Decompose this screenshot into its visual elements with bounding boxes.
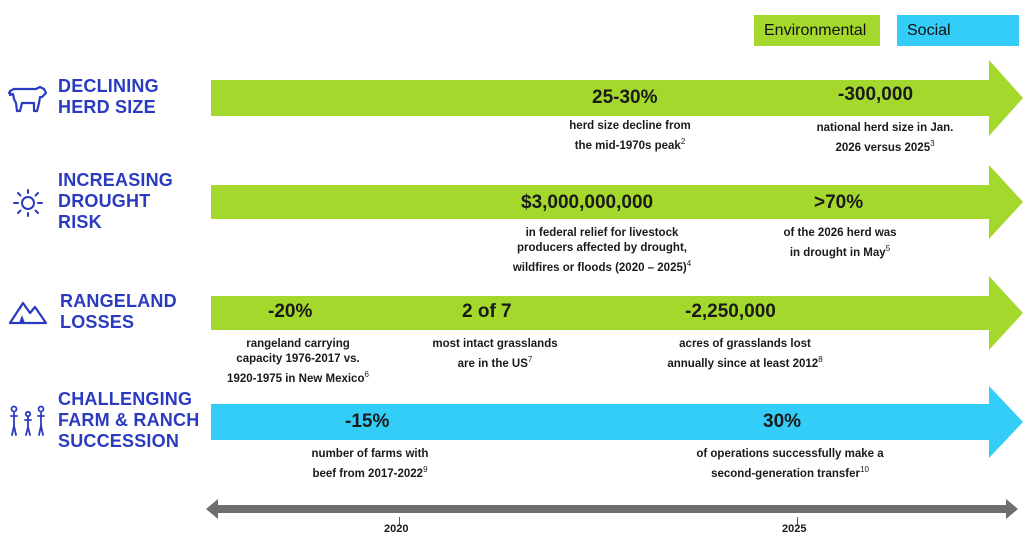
stat-value: -20%: [268, 301, 313, 322]
stat-description: number of farms with beef from 2017-2022…: [295, 447, 445, 482]
desc-line: are in the US: [457, 357, 528, 370]
row-label-line: CHALLENGING: [58, 389, 193, 409]
row-label-succession: CHALLENGING FARM & RANCH SUCCESSION: [58, 389, 199, 452]
row-label-rangeland: RANGELAND LOSSES: [60, 291, 177, 333]
desc-line: rangeland carrying: [246, 338, 350, 350]
desc-line: national herd size in Jan.: [816, 122, 954, 134]
row-label-line: INCREASING: [58, 170, 174, 190]
arrow-environmental: [211, 60, 1023, 136]
desc-line: in federal relief for livestock: [525, 227, 679, 239]
stat-value: -2,250,000: [685, 301, 776, 322]
row-label-drought: INCREASING DROUGHT RISK: [58, 170, 173, 233]
desc-line: of operations successfully make a: [696, 448, 884, 460]
timeline-arrow: [206, 499, 1018, 519]
desc-line: 1920-1975 in New Mexico: [227, 372, 365, 385]
desc-line: in drought in May: [789, 246, 886, 259]
footnote-ref: 6: [364, 370, 369, 379]
desc-line: second-generation transfer: [711, 467, 860, 480]
footnote-ref: 3: [930, 139, 935, 148]
footnote-ref: 9: [423, 465, 428, 474]
desc-line: capacity 1976-2017 vs.: [236, 353, 360, 365]
desc-line: 2026 versus 2025: [835, 141, 931, 154]
legend-social-label: Social: [907, 21, 951, 39]
stat-description: rangeland carrying capacity 1976-2017 vs…: [208, 337, 388, 387]
stat-description: acres of grasslands lost annually since …: [650, 337, 840, 372]
desc-line: producers affected by drought,: [517, 242, 687, 254]
arrow-environmental: [211, 276, 1023, 350]
stat-description: most intact grasslands are in the US7: [420, 337, 570, 372]
stat-description: herd size decline from the mid-1970s pea…: [560, 119, 700, 154]
footnote-ref: 4: [686, 259, 692, 268]
row-label-line: LOSSES: [60, 312, 135, 332]
stat-description: in federal relief for livestock producer…: [492, 226, 712, 276]
family-icon: [10, 405, 45, 436]
stat-description: of the 2026 herd was in drought in May5: [770, 226, 910, 261]
stat-value: >70%: [814, 192, 864, 213]
legend-social: Social: [897, 15, 1019, 46]
arrow-social: [211, 386, 1023, 458]
row-label-line: DROUGHT: [58, 191, 151, 211]
row-label-line: RANGELAND: [60, 291, 177, 311]
timeline-year-2025: 2025: [782, 523, 807, 535]
legend-environmental-label: Environmental: [764, 21, 867, 39]
desc-line: most intact grasslands: [432, 338, 558, 350]
row-label-line: RISK: [58, 212, 102, 232]
footnote-ref: 2: [680, 137, 686, 146]
footnote-ref: 7: [527, 355, 533, 364]
cow-icon: [7, 85, 48, 113]
stat-value: 30%: [763, 411, 802, 432]
desc-line: number of farms with: [311, 448, 429, 460]
legend-environmental: Environmental: [754, 15, 880, 46]
timeline-year-2020: 2020: [384, 523, 409, 535]
row-label-herd: DECLINING HERD SIZE: [58, 76, 159, 118]
stat-value: 25-30%: [592, 87, 658, 108]
desc-line: acres of grasslands lost: [679, 338, 811, 350]
desc-line: wildfires or floods (2020 – 2025): [512, 261, 687, 274]
desc-line: beef from 2017-2022: [312, 467, 424, 480]
arrow-environmental: [211, 165, 1023, 239]
footnote-ref: 10: [860, 465, 869, 474]
stat-value: 2 of 7: [462, 301, 512, 322]
timeline-tick: [797, 517, 798, 525]
desc-line: herd size decline from: [569, 120, 691, 132]
stat-value: $3,000,000,000: [521, 192, 654, 213]
row-label-line: SUCCESSION: [58, 431, 180, 451]
stat-description: of operations successfully make a second…: [670, 447, 910, 482]
sun-icon: [13, 189, 43, 217]
desc-line: the mid-1970s peak: [574, 139, 681, 152]
row-label-line: FARM & RANCH: [58, 410, 200, 430]
footnote-ref: 8: [818, 355, 823, 364]
stat-value: -15%: [345, 411, 390, 432]
stat-description: national herd size in Jan. 2026 versus 2…: [810, 121, 960, 156]
row-label-line: HERD SIZE: [58, 97, 156, 117]
desc-line: annually since at least 2012: [667, 357, 819, 370]
mountain-icon: [8, 301, 48, 325]
row-label-line: DECLINING: [58, 76, 159, 96]
timeline-tick: [399, 517, 400, 525]
footnote-ref: 5: [885, 244, 891, 253]
desc-line: of the 2026 herd was: [783, 227, 897, 239]
stat-value: -300,000: [838, 84, 914, 105]
